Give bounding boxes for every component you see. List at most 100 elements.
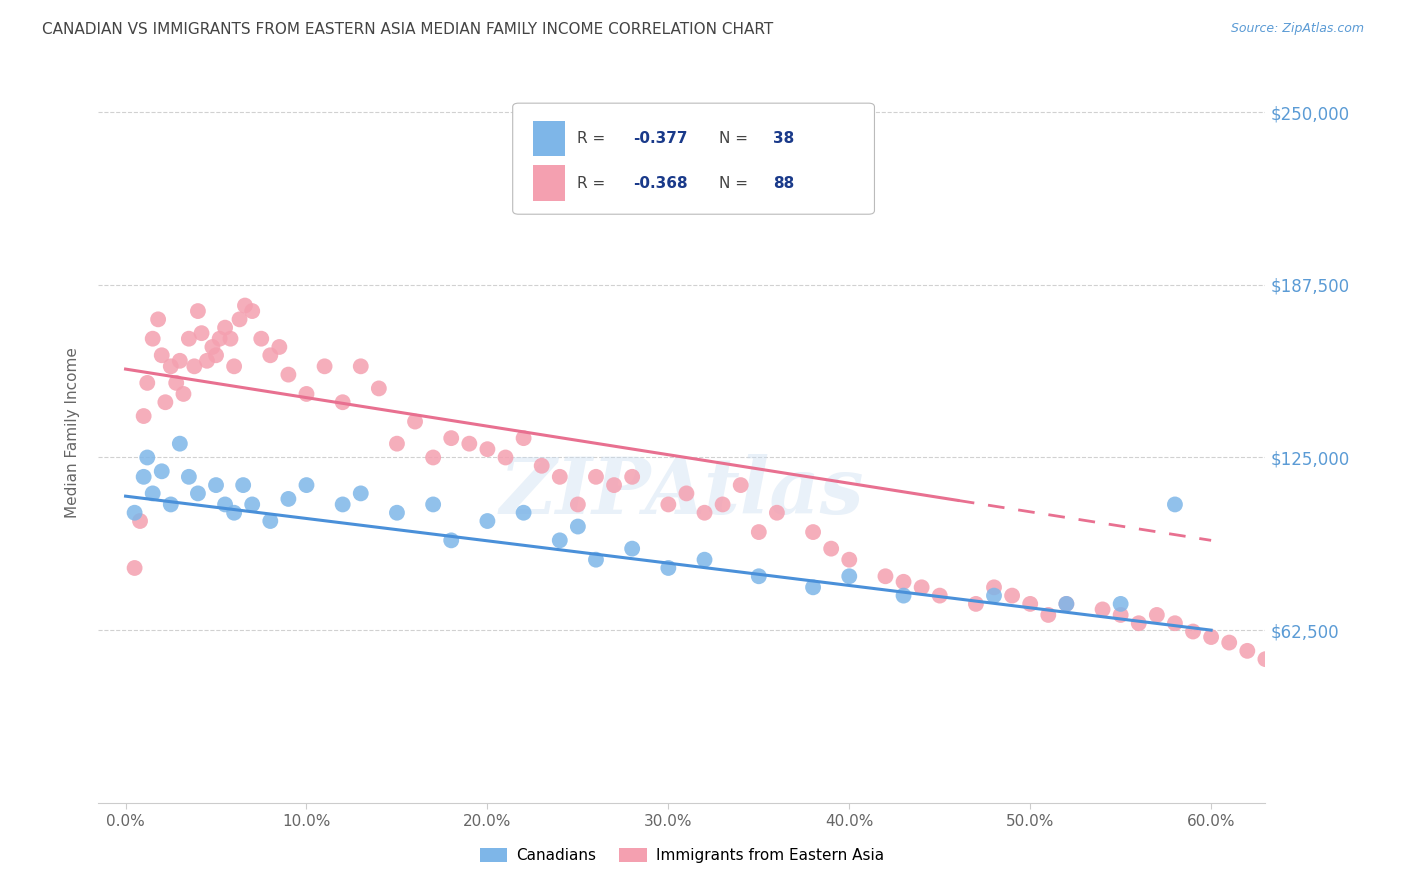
Point [585,552,607,566]
Point [169,353,191,368]
Point [404,415,426,429]
Point [132,409,155,423]
Point [1291,663,1313,677]
Text: 88: 88 [773,176,794,191]
Point [477,442,499,457]
Point [911,580,934,594]
Text: R =: R = [576,131,610,146]
Point [1272,657,1295,672]
Point [177,332,200,346]
Point [1362,690,1385,705]
Point [136,450,159,465]
Point [219,332,242,346]
Point [177,470,200,484]
Point [1399,705,1406,719]
Point [136,376,159,390]
Point [440,431,463,445]
Point [1091,602,1114,616]
Point [228,312,250,326]
Point [385,436,408,450]
Point [440,533,463,548]
Point [214,320,236,334]
Point [150,348,173,362]
Point [422,498,444,512]
Point [165,376,187,390]
Point [159,498,181,512]
Point [159,359,181,374]
Point [187,304,209,318]
Point [124,561,146,575]
Point [1326,680,1348,694]
Point [621,470,644,484]
Point [1164,616,1187,631]
Point [748,524,770,539]
Point [657,498,679,512]
Point [169,436,191,450]
Text: R =: R = [576,176,610,191]
Point [928,589,950,603]
Point [259,348,281,362]
Point [530,458,553,473]
Point [190,326,212,341]
Point [155,395,177,409]
Point [1054,597,1077,611]
FancyBboxPatch shape [513,103,875,214]
Point [208,332,231,346]
Point [548,470,571,484]
Point [1146,607,1168,622]
Text: -0.368: -0.368 [633,176,688,191]
Point [124,506,146,520]
Point [350,359,373,374]
Point [585,470,607,484]
Point [277,491,299,506]
Point [1182,624,1205,639]
Point [1218,635,1240,649]
Point [172,387,194,401]
Point [1109,597,1132,611]
Point [893,589,915,603]
Point [142,486,165,500]
Point [711,498,734,512]
Point [621,541,644,556]
Point [983,580,1005,594]
Point [512,506,534,520]
Point [766,506,789,520]
Point [1054,597,1077,611]
Text: -0.377: -0.377 [633,131,688,146]
Point [332,498,354,512]
Text: Source: ZipAtlas.com: Source: ZipAtlas.com [1230,22,1364,36]
Point [187,486,209,500]
Point [693,552,716,566]
Point [1199,630,1222,644]
Point [801,580,824,594]
Point [838,552,860,566]
Point [965,597,987,611]
Point [314,359,336,374]
Y-axis label: Median Family Income: Median Family Income [65,347,80,518]
Point [269,340,291,354]
Point [730,478,752,492]
Text: N =: N = [720,131,754,146]
Point [657,561,679,575]
Bar [533,165,565,201]
Point [893,574,915,589]
Point [1344,685,1367,699]
Point [385,506,408,520]
Point [259,514,281,528]
Point [1236,644,1258,658]
Point [1381,699,1403,714]
Point [567,498,589,512]
Text: CANADIAN VS IMMIGRANTS FROM EASTERN ASIA MEDIAN FAMILY INCOME CORRELATION CHART: CANADIAN VS IMMIGRANTS FROM EASTERN ASIA… [42,22,773,37]
Point [205,348,228,362]
Point [458,436,481,450]
Point [1254,652,1277,666]
Text: ZIPAtlas: ZIPAtlas [499,454,865,530]
Point [150,464,173,478]
Point [1001,589,1024,603]
Point [512,431,534,445]
Point [295,478,318,492]
Point [132,470,155,484]
Point [183,359,205,374]
Point [495,450,517,465]
Point [1128,616,1150,631]
